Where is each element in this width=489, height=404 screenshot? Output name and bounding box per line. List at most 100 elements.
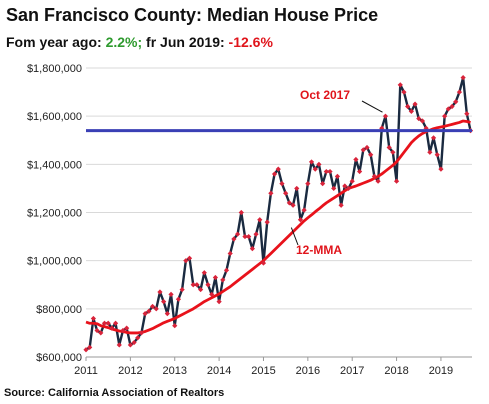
price-point-marker: [301, 207, 307, 213]
price-point-marker: [83, 347, 89, 353]
y-tick-label: $1,200,000: [27, 208, 82, 220]
price-point-marker: [279, 181, 285, 187]
price-point-marker: [112, 320, 119, 326]
price-point-marker: [175, 296, 182, 302]
chart-subtitle: Fom year ago: 2.2%; fr Jun 2019: -12.6%: [6, 34, 273, 50]
price-point-marker: [220, 277, 226, 283]
x-tick-label: 2018: [384, 365, 408, 377]
price-point-marker: [87, 344, 93, 350]
price-point-marker: [249, 246, 255, 252]
change-from-peak: -12.6%: [228, 34, 273, 50]
price-point-marker: [338, 202, 344, 208]
price-point-marker: [449, 103, 455, 110]
price-point-marker: [268, 190, 274, 196]
price-point-marker: [401, 89, 407, 95]
price-point-marker: [290, 202, 296, 208]
price-point-marker: [216, 299, 222, 305]
y-tick-label: $1,800,000: [27, 63, 82, 75]
price-point-marker: [135, 335, 141, 341]
price-point-marker: [445, 106, 451, 112]
price-point-marker: [456, 89, 463, 95]
annotation-12-mma-pointer: [290, 227, 299, 246]
price-point-marker: [209, 291, 215, 297]
price-point-marker: [464, 111, 470, 117]
price-point-marker: [397, 82, 403, 88]
subtitle-mid: fr Jun 2019:: [142, 34, 229, 50]
price-point-marker: [101, 320, 108, 326]
price-point-marker: [138, 330, 145, 336]
price-point-marker: [153, 306, 159, 312]
price-point-marker: [371, 173, 377, 179]
price-point-marker: [164, 311, 170, 317]
price-point-marker: [342, 183, 348, 189]
annotation-oct-2017: Oct 2017: [300, 88, 350, 102]
price-point-marker: [308, 159, 315, 165]
price-point-marker: [353, 156, 359, 163]
annotation-oct-2017-pointer: [361, 100, 383, 113]
price-point-marker: [94, 327, 100, 334]
price-point-marker: [190, 282, 196, 288]
price-point-marker: [105, 320, 111, 326]
source-note: Source: California Association of Realto…: [4, 387, 225, 399]
price-point-marker: [453, 99, 459, 105]
price-point-marker: [223, 267, 230, 273]
price-point-marker: [161, 299, 167, 305]
price-point-marker: [198, 286, 204, 293]
price-point-marker: [168, 291, 174, 297]
price-point-marker: [146, 308, 152, 314]
price-point-marker: [283, 190, 289, 196]
subtitle-prefix: Fom year ago:: [6, 34, 106, 50]
price-point-marker: [172, 323, 178, 329]
price-point-marker: [116, 342, 122, 348]
price-point-marker: [297, 217, 304, 223]
price-point-marker: [320, 181, 326, 187]
price-point-marker: [393, 178, 400, 184]
price-point-marker: [142, 311, 148, 317]
price-point-marker: [334, 173, 341, 179]
price-point-marker: [327, 168, 333, 175]
price-point-marker: [120, 327, 126, 334]
x-tick-label: 2011: [74, 365, 98, 377]
price-point-marker: [323, 168, 329, 175]
price-point-marker: [124, 325, 130, 331]
price-point-marker: [201, 270, 207, 276]
price-point-marker: [234, 231, 241, 237]
price-point-marker: [316, 161, 322, 167]
x-tick-label: 2015: [251, 365, 275, 377]
price-point-marker: [416, 115, 422, 122]
price-point-marker: [331, 185, 337, 192]
price-point-marker: [305, 181, 311, 187]
price-point-marker: [257, 217, 263, 223]
price-point-marker: [127, 342, 133, 348]
x-tick-label: 2017: [340, 365, 364, 377]
x-axis: 2011 2012 2013 2014 2015 2016 2017 2018 2019: [74, 356, 472, 377]
price-point-marker: [364, 144, 370, 151]
price-point-marker: [253, 231, 259, 237]
price-point-marker: [375, 178, 381, 184]
price-point-marker: [131, 339, 137, 346]
x-tick-label: 2016: [296, 365, 320, 377]
y-tick-label: $600,000: [36, 352, 82, 364]
price-point-marker: [264, 219, 270, 225]
price-point-marker: [260, 260, 267, 266]
annotation-12-mma: 12-MMA: [296, 243, 342, 257]
price-point-marker: [242, 233, 248, 240]
price-point-marker: [442, 113, 448, 119]
y-tick-label: $1,400,000: [27, 159, 82, 171]
price-point-marker: [212, 274, 219, 281]
price-point-marker: [275, 166, 281, 172]
x-tick-label: 2012: [118, 365, 142, 377]
price-point-marker: [460, 75, 466, 81]
price-point-marker: [194, 282, 200, 288]
price-point-marker: [345, 185, 352, 192]
price-point-marker: [312, 166, 318, 172]
price-point-marker: [390, 149, 396, 155]
annotation-layer: Oct 2017 12-MMA: [290, 88, 383, 257]
price-point-marker: [382, 113, 389, 119]
price-point-marker: [294, 185, 300, 192]
price-point-marker: [405, 103, 411, 110]
price-point-marker: [368, 152, 374, 158]
price-point-marker: [231, 236, 237, 242]
price-point-marker: [408, 108, 414, 114]
price-point-marker: [360, 147, 366, 153]
